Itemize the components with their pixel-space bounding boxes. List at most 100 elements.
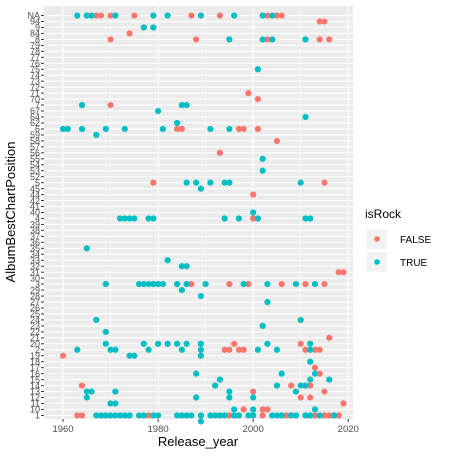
data-point-true (183, 281, 190, 288)
data-point-false (259, 412, 266, 419)
data-point-false (307, 394, 314, 401)
data-point-true (226, 388, 233, 395)
data-point-true (307, 376, 314, 383)
data-point-false (335, 412, 342, 419)
data-point-false (78, 382, 86, 389)
data-point-false (250, 191, 257, 198)
data-point-true (150, 215, 157, 222)
data-point-true (131, 215, 138, 222)
data-point-false (340, 400, 347, 407)
data-point-false (250, 215, 257, 222)
data-point-true (121, 125, 128, 133)
y-tick-label: 77 (30, 53, 40, 63)
data-point-true (311, 370, 319, 377)
data-point-false (174, 125, 181, 133)
data-point-false (126, 30, 133, 37)
data-point-true (207, 412, 214, 419)
y-tick-label: 71 (30, 88, 40, 98)
data-point-true (145, 281, 152, 288)
data-point-false (188, 281, 195, 288)
data-point-true (93, 316, 100, 324)
y-axis-ticks: 1101112131415161718192202122232425262728… (27, 11, 44, 421)
data-point-true (150, 24, 157, 31)
data-point-true (188, 412, 195, 419)
data-point-true (307, 412, 314, 419)
data-point-false (264, 12, 271, 19)
data-point-false (216, 12, 223, 19)
data-point-true (307, 346, 314, 353)
data-point-true (297, 179, 304, 186)
data-point-false (226, 346, 233, 353)
data-point-true (193, 394, 200, 401)
data-point-true (254, 215, 262, 222)
data-point-false (97, 12, 105, 19)
x-axis-title: Release_year (158, 434, 239, 449)
data-point-true (264, 298, 271, 306)
data-points (59, 12, 347, 425)
data-point-true (292, 388, 300, 395)
data-point-true (245, 412, 252, 419)
legend-key-false (374, 236, 380, 242)
data-point-true (297, 316, 304, 324)
data-point-true (273, 382, 281, 389)
data-point-true (183, 179, 190, 186)
data-point-true (116, 412, 124, 419)
y-tick-label: 14 (30, 381, 40, 391)
data-point-true (231, 12, 238, 19)
data-point-true (250, 209, 257, 216)
data-point-true (159, 281, 166, 288)
data-point-false (188, 12, 195, 19)
y-tick-label: 32 (30, 261, 40, 271)
y-tick-label: 41 (30, 202, 40, 212)
y-tick-label: 3 (35, 279, 40, 289)
y-tick-label: 20 (30, 339, 40, 349)
data-point-true (88, 12, 95, 19)
data-point-true (154, 412, 162, 419)
data-point-true (235, 215, 243, 222)
data-point-true (83, 388, 90, 395)
data-point-false (264, 406, 271, 413)
data-point-true (259, 167, 266, 174)
data-point-false (107, 12, 114, 19)
y-tick-label: 12 (30, 393, 40, 403)
y-tick-label: 45 (30, 184, 40, 194)
data-point-true (78, 125, 86, 133)
y-tick-label: 4 (35, 214, 40, 224)
y-tick-label: 28 (30, 291, 40, 301)
legend-label-false: FALSE (400, 235, 431, 246)
data-point-false (297, 340, 304, 347)
data-point-true (273, 346, 281, 353)
data-point-true (164, 12, 171, 19)
data-point-true (197, 352, 204, 359)
data-point-true (131, 352, 138, 359)
data-point-true (221, 412, 228, 419)
data-point-true (264, 281, 271, 288)
data-point-true (112, 12, 119, 19)
data-point-true (197, 346, 204, 353)
data-point-true (235, 412, 243, 419)
data-point-true (178, 101, 185, 109)
data-point-true (126, 352, 133, 359)
data-point-true (174, 340, 181, 347)
data-point-true (197, 12, 204, 19)
data-point-true (311, 281, 319, 288)
data-point-true (250, 406, 257, 413)
data-point-false (302, 346, 309, 353)
y-tick-label: 58 (30, 136, 40, 146)
y-tick-label: 78 (30, 47, 40, 57)
y-tick-label: 42 (30, 196, 40, 206)
data-point-true (112, 400, 119, 407)
data-point-true (250, 412, 257, 419)
data-point-true (126, 215, 133, 222)
data-point-true (135, 281, 143, 288)
data-point-true (197, 185, 204, 192)
data-point-true (140, 24, 147, 31)
data-point-false (288, 382, 295, 389)
data-point-false (226, 412, 233, 419)
y-tick-label: 31 (30, 267, 40, 277)
data-point-true (302, 215, 309, 222)
data-point-true (112, 346, 119, 353)
data-point-true (212, 412, 219, 419)
x-tick-label: 2020 (338, 424, 359, 435)
data-point-true (193, 179, 200, 186)
